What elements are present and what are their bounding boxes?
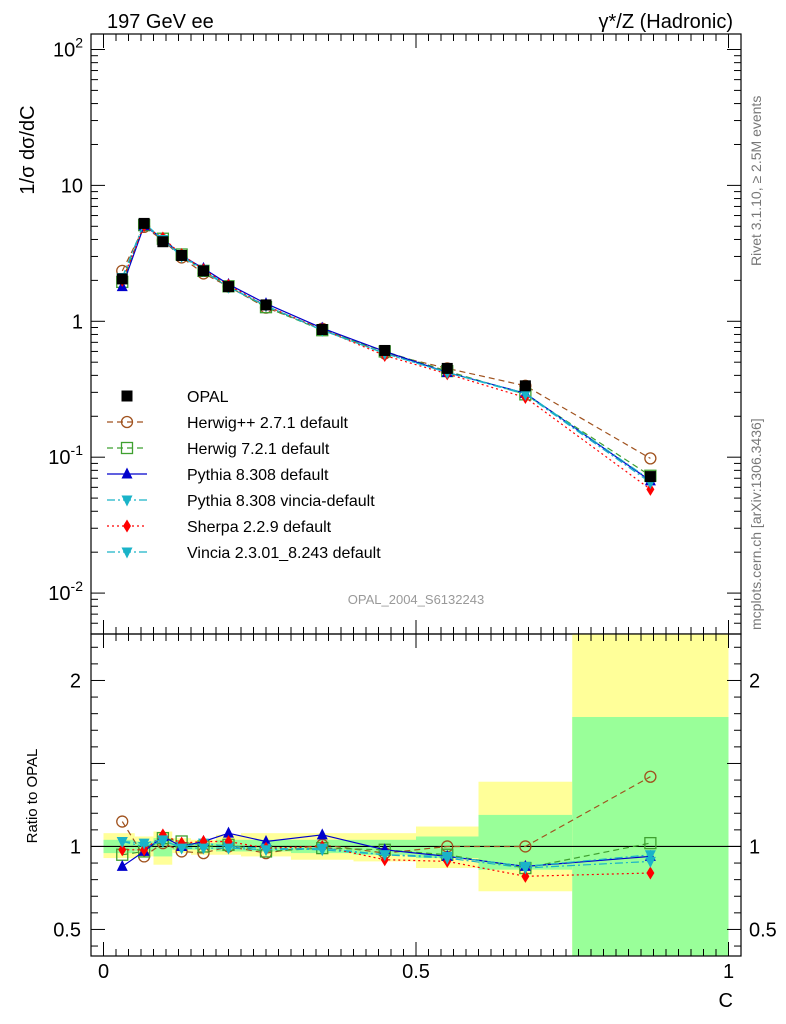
legend-marker-pythia_vincia — [121, 495, 133, 507]
analysis-label: OPAL_2004_S6132243 — [348, 592, 484, 607]
mcplots-label: mcplots.cern.ch [arXiv:1306.3436] — [748, 418, 764, 630]
legend-label-herwig7: Herwig 7.2.1 default — [187, 441, 330, 458]
main-y-tick-label: 102 — [53, 34, 83, 61]
ratio-point-vincia — [198, 843, 209, 855]
ratio-line-pythia_vincia — [122, 840, 651, 868]
ratio-y-tick-label: 2 — [70, 670, 81, 692]
main-point-data — [198, 265, 209, 277]
main-point-data — [260, 299, 272, 311]
ratio-point-herwig7 — [644, 836, 657, 850]
main-point-data — [316, 324, 328, 336]
rivet-version-label: Rivet 3.1.10, ≥ 2.5M events — [748, 96, 764, 266]
legend-label-sherpa: Sherpa 2.2.9 default — [187, 519, 332, 536]
main-frame — [90, 33, 742, 635]
ratio-uncertainty-bands — [103, 634, 729, 956]
ratio-point-herwigpp — [519, 840, 532, 853]
legend-marker-pythia — [121, 467, 133, 479]
ratio-y-tick-label-right: 0.5 — [749, 919, 777, 941]
main-y-axis-label: 1/σ dσ/dC — [17, 105, 39, 194]
ratio-point-sherpa — [140, 843, 149, 857]
ratio-y-axis-label: Ratio to OPAL — [24, 749, 41, 844]
main-y-tick-label: 1 — [72, 311, 83, 333]
ratio-axes: 0 0.5 1 0.5 0.5 1 1 2 2 — [53, 633, 777, 983]
main-y-tick-label: 10-2 — [48, 578, 83, 605]
x-tick-label: 1 — [723, 961, 734, 983]
band-green — [416, 836, 479, 859]
ratio-point-vincia — [176, 843, 188, 855]
legend-label-vincia: Vincia 2.3.01_8.243 default — [187, 545, 381, 562]
main-point-data — [138, 217, 150, 229]
ratio-point-vincia — [223, 843, 234, 855]
ratio-point-vincia — [519, 863, 531, 875]
main-line-herwigpp — [121, 226, 651, 459]
legend-label-pythia: Pythia 8.308 default — [187, 467, 329, 484]
legend-label-herwigpp: Herwig++ 2.7.1 default — [187, 415, 349, 432]
main-line-pythia_vincia — [121, 223, 651, 481]
ratio-point-vincia — [138, 838, 150, 850]
main-axes: 10-2 10-1 1 10 102 — [48, 33, 742, 635]
header-process-label: γ*/Z (Hadronic) — [599, 11, 733, 33]
x-tick-label: 0 — [98, 961, 109, 983]
legend-label-pythia_vincia: Pythia 8.308 vincia-default — [187, 493, 375, 510]
main-y-tick-label: 10 — [61, 175, 83, 197]
ratio-y-tick-label-right: 1 — [749, 836, 760, 858]
ratio-series-group — [91, 770, 741, 883]
x-tick-label: 0.5 — [402, 961, 430, 983]
legend-marker-herwigpp — [120, 415, 134, 429]
ratio-point-vincia — [441, 853, 453, 865]
ratio-point-sherpa — [646, 866, 655, 880]
ratio-point-vincia — [379, 850, 391, 862]
header-energy-label: 197 GeV ee — [107, 11, 214, 33]
main-point-data — [644, 471, 656, 483]
legend: OPAL Herwig++ 2.7.1 default Herwig 7.2.1 d… — [107, 389, 381, 562]
ratio-point-sherpa — [118, 843, 127, 857]
legend-marker-herwig7 — [120, 441, 134, 455]
ratio-point-herwigpp — [644, 770, 657, 783]
main-point-data — [116, 273, 128, 285]
ratio-line-herwigpp — [121, 776, 651, 858]
ratio-y-tick-label: 0.5 — [53, 919, 81, 941]
legend-marker-sherpa — [123, 519, 131, 533]
band-green — [572, 716, 729, 956]
main-point-data — [176, 249, 188, 261]
ratio-point-pythia — [260, 834, 272, 846]
legend-label-data: OPAL — [187, 389, 229, 406]
main-point-data — [223, 281, 234, 293]
ratio-point-herwigpp — [116, 815, 129, 828]
ratio-point-pythia — [223, 826, 234, 838]
ratio-line-vincia — [122, 839, 651, 869]
x-axis-label: C — [719, 990, 733, 1012]
ratio-point-pythia — [316, 828, 328, 840]
ratio-point-pythia — [116, 859, 128, 871]
legend-marker-vincia — [121, 547, 133, 559]
ratio-y-tick-label-right: 2 — [749, 670, 760, 692]
ratio-point-vincia — [157, 835, 169, 847]
main-series-group — [116, 217, 657, 496]
main-point-vincia — [519, 389, 531, 401]
main-point-herwigpp — [644, 452, 657, 465]
ratio-point-vincia — [316, 843, 328, 855]
main-point-sherpa — [646, 482, 655, 496]
main-point-data — [157, 236, 169, 248]
ratio-point-vincia — [260, 845, 272, 857]
ratio-point-pythia_vincia — [644, 850, 656, 862]
main-point-data — [441, 362, 453, 374]
legend-marker-data — [121, 390, 133, 402]
main-point-data — [519, 380, 531, 392]
ratio-point-vincia — [644, 856, 656, 868]
main-y-tick-label: 10-1 — [48, 442, 83, 469]
main-point-data — [379, 344, 391, 356]
ratio-y-tick-label: 1 — [70, 836, 81, 858]
ratio-point-vincia — [116, 836, 128, 848]
ratio-point-sherpa — [521, 869, 530, 883]
